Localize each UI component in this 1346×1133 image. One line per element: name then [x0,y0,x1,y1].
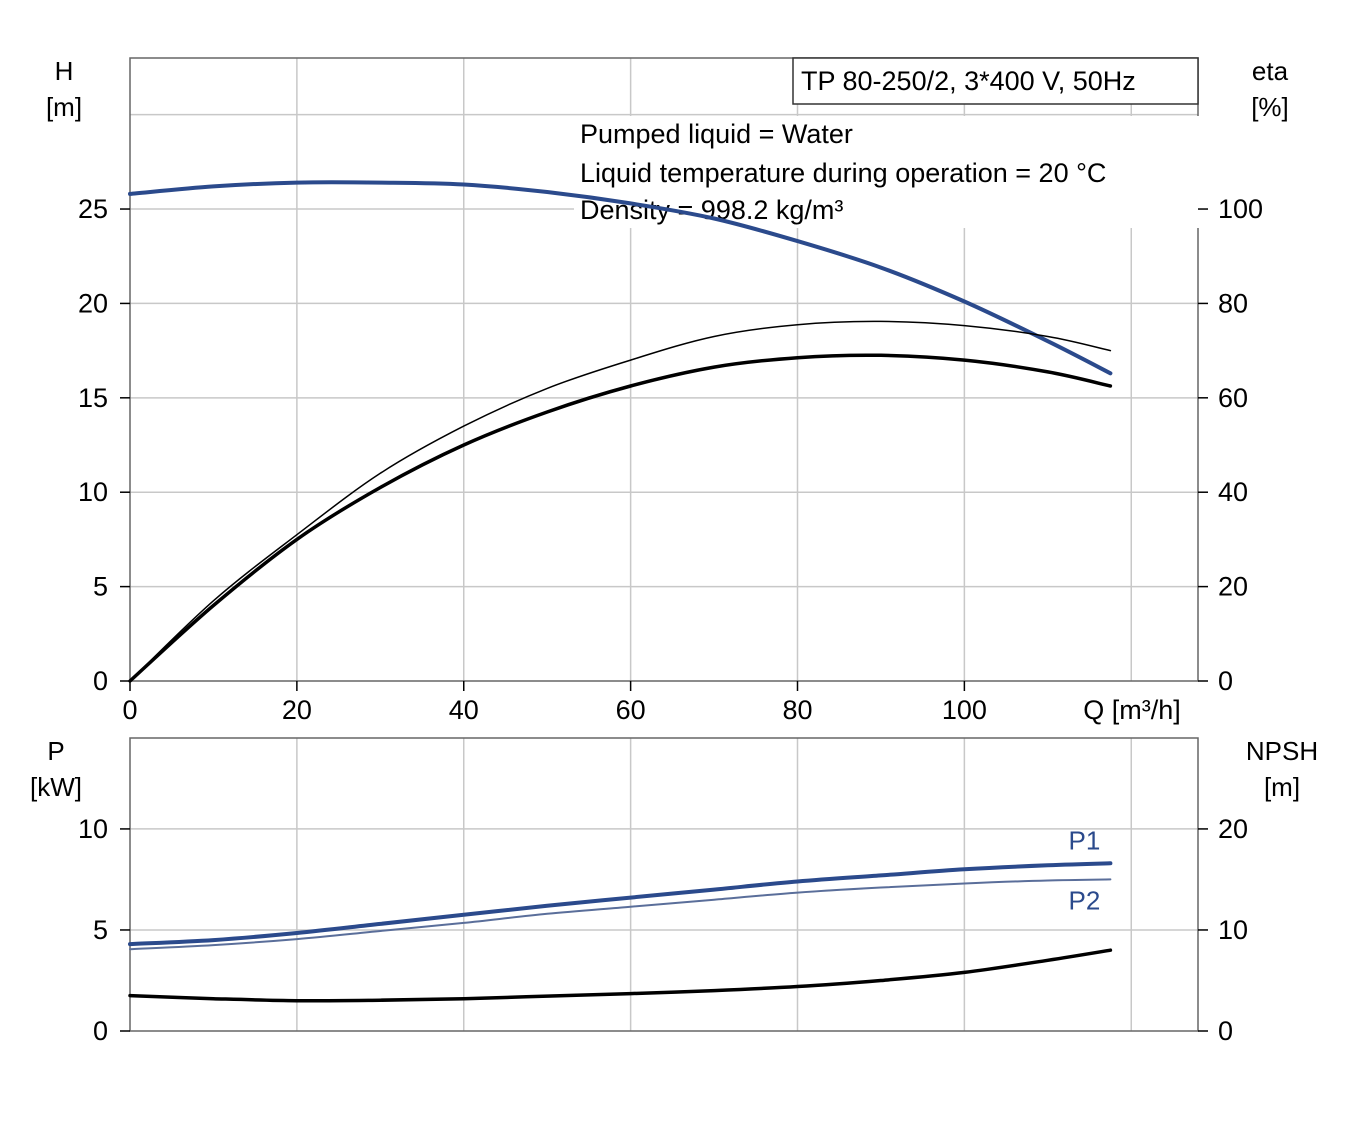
bottom-series-curve-2 [128,948,1113,1003]
top-right-tick-label: 100 [1218,194,1263,224]
series-label-p1: P1 [1068,825,1100,855]
x-axis-label: Q [m³/h] [1083,695,1181,725]
x-tick-label: 0 [122,695,137,725]
x-tick-label: 80 [782,695,812,725]
bottom-right-axis-unit: [m] [1264,772,1300,802]
top-right-tick-label: 20 [1218,572,1248,602]
top-right-tick-label: 0 [1218,666,1233,696]
bottom-series-curve-0 [128,861,1113,947]
top-series-curve-1 [129,320,1112,682]
bottom-right-tick-label: 10 [1218,915,1248,945]
top-series-curve-0 [128,180,1113,376]
top-left-tick-label: 5 [93,572,108,602]
bottom-plot-frame [129,737,1199,1032]
info-line-density: Density = 998.2 kg/m³ [580,195,843,225]
axis-labels: 0510152025020406080100H[m]eta[%]05100102… [30,56,1318,1046]
info-text-background [574,116,1199,228]
bottom-plot-grid [130,738,1198,1031]
top-left-axis-name: H [55,56,74,86]
bottom-left-tick-label: 0 [93,1016,108,1046]
bottom-right-tick-label: 20 [1218,814,1248,844]
title-box [792,57,1199,105]
bottom-left-tick-label: 5 [93,915,108,945]
top-plot-frame [129,57,1199,682]
top-left-tick-label: 15 [78,383,108,413]
top-right-axis-unit: [%] [1251,92,1289,122]
top-left-tick-label: 10 [78,477,108,507]
x-tick-label: 60 [616,695,646,725]
top-left-tick-label: 20 [78,288,108,318]
top-left-tick-label: 0 [93,666,108,696]
bottom-right-axis-name: NPSH [1246,736,1318,766]
x-tick-label: 20 [282,695,312,725]
top-right-axis-name: eta [1252,56,1289,86]
info-line-liquid: Pumped liquid = Water [580,119,853,149]
title-box-text: TP 80-250/2, 3*400 V, 50Hz [801,66,1136,96]
series-label-p2: P2 [1068,885,1100,915]
x-tick-label: 100 [942,695,987,725]
info-line-temperature: Liquid temperature during operation = 20… [580,158,1106,188]
bottom-left-axis-name: P [47,736,64,766]
top-series-curve-2 [128,353,1113,683]
top-left-axis-unit: [m] [46,92,82,122]
top-left-tick-label: 25 [78,194,108,224]
top-right-tick-label: 60 [1218,383,1248,413]
bottom-right-tick-label: 0 [1218,1016,1233,1046]
top-right-tick-label: 40 [1218,477,1248,507]
bottom-left-axis-unit: [kW] [30,772,82,802]
curves [128,180,1113,1003]
bottom-series-curve-1 [129,878,1112,951]
top-right-tick-label: 80 [1218,288,1248,318]
x-tick-label: 40 [449,695,479,725]
bottom-left-tick-label: 10 [78,814,108,844]
